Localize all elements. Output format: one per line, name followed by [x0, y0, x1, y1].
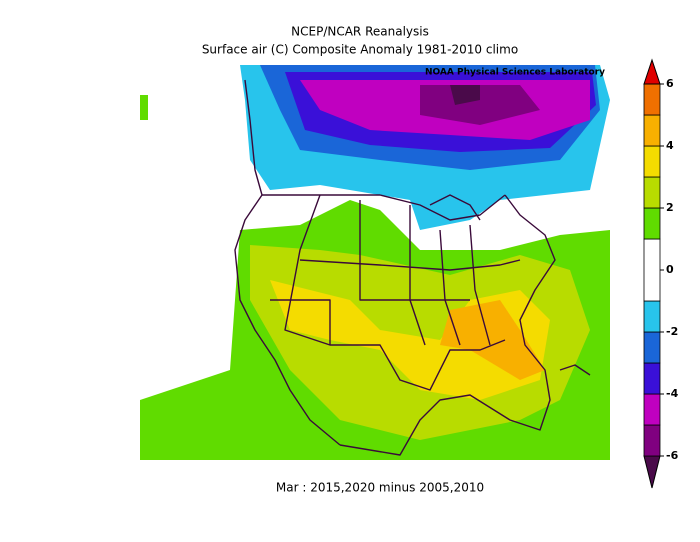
colorbar-tick-label: 2 [666, 201, 674, 214]
border [409, 205, 426, 346]
title: NCEP/NCAR Reanalysis [291, 25, 429, 39]
colorbar-arrow [643, 455, 661, 489]
colorbar-segment [643, 176, 661, 209]
colorbar-tick-label: 6 [666, 77, 674, 90]
colorbar: 6 4 2 0 -2 -4 -6 [643, 58, 679, 489]
coastline [234, 79, 341, 446]
footer: Mar : 2015,2020 minus 2005,2010 [276, 481, 484, 495]
border [299, 259, 521, 271]
colorbar-segment [643, 83, 661, 116]
colorbar-tick-label: -6 [666, 449, 679, 462]
island [559, 364, 591, 376]
lake [429, 194, 481, 221]
credit: NOAA Physical Sciences Laboratory [425, 68, 605, 78]
border [270, 299, 331, 345]
colorbar-tick-label: 0 [666, 263, 674, 276]
border [439, 229, 461, 346]
colorbar-arrow [643, 58, 661, 85]
colorbar-tick-label: -2 [666, 325, 678, 338]
colorbar-segment [643, 362, 661, 395]
colorbar-segment [643, 424, 661, 457]
anomaly-region [140, 95, 148, 120]
border [469, 224, 491, 346]
border [262, 194, 506, 221]
coastline [339, 194, 556, 456]
colorbar-segment [643, 114, 661, 147]
colorbar-segment [643, 145, 661, 178]
colorbar-tick-label: -4 [666, 387, 679, 400]
colorbar-segment [643, 393, 661, 426]
anomaly-region [450, 85, 480, 105]
anomaly-region [440, 300, 545, 380]
colorbar-segment [643, 238, 661, 302]
subtitle: Surface air (C) Composite Anomaly 1981-2… [202, 43, 518, 57]
anomaly-region [420, 85, 540, 125]
colorbar-segment [643, 331, 661, 364]
colorbar-tick-label: 4 [666, 139, 674, 152]
colorbar-segment [643, 300, 661, 333]
border [359, 200, 470, 301]
border [284, 194, 506, 391]
colorbar-segment [643, 207, 661, 240]
map [140, 65, 610, 460]
